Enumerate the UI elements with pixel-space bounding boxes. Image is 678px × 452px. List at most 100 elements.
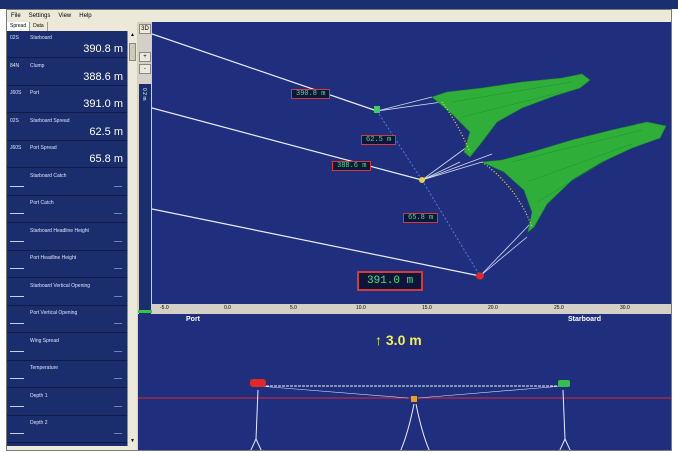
axis-tick-label: 10.0 bbox=[356, 305, 366, 311]
axis-tick-label: 20.0 bbox=[488, 305, 498, 311]
scroll-thumb[interactable] bbox=[129, 43, 136, 61]
panel-scrollbar[interactable]: ▲ ▼ bbox=[127, 31, 137, 446]
sensor-label: Temperature bbox=[30, 365, 59, 371]
sensor-code-empty bbox=[10, 295, 24, 297]
port-net bbox=[480, 121, 667, 233]
sensor-row[interactable]: J60S Port Spread 65.8 m bbox=[7, 141, 127, 168]
sensor-row[interactable]: Depth 1 ---- bbox=[7, 389, 127, 416]
app-window: File Settings View Help Spread Data 02S Starb… bbox=[6, 9, 672, 451]
trawl-3d-drawing bbox=[152, 33, 667, 280]
sensor-value: ---- bbox=[114, 266, 122, 272]
trawl-3d-view[interactable]: 390.8 m 62.5 m 388.6 m 65.8 m 391.0 m bbox=[152, 22, 671, 304]
clump-distance-readout: 388.6 m bbox=[332, 161, 372, 171]
front-view-drawing bbox=[138, 379, 671, 450]
sensor-label: Depth 2 bbox=[30, 420, 48, 426]
sensor-value: 62.5 m bbox=[89, 125, 123, 138]
depth-scale-label: 0 2 m bbox=[141, 88, 147, 101]
sensor-value: 65.8 m bbox=[89, 153, 123, 165]
sensor-value: ---- bbox=[114, 211, 122, 217]
scroll-up-icon[interactable]: ▲ bbox=[130, 32, 135, 38]
port-spread-line bbox=[421, 179, 481, 277]
sensor-label: Port bbox=[30, 90, 40, 96]
clump-weight-icon bbox=[419, 177, 425, 183]
distance-axis: -5.0 0.0 5.0 10.0 15.0 20.0 25.0 30.0 bbox=[152, 304, 671, 314]
clump-front-icon bbox=[411, 396, 417, 402]
starboard-warp-line bbox=[152, 33, 378, 112]
sensor-code: 02S bbox=[10, 117, 19, 124]
axis-tick-label: 30.0 bbox=[620, 305, 630, 311]
panel-horizontal-scrollbar[interactable] bbox=[7, 446, 137, 450]
sensor-code-empty bbox=[10, 185, 24, 187]
menu-view[interactable]: View bbox=[58, 13, 72, 19]
sensor-row[interactable]: 02S Starboard 390.8 m bbox=[7, 31, 127, 58]
port-spread-readout: 65.8 m bbox=[403, 213, 439, 223]
sensor-row[interactable]: Port Catch ---- bbox=[7, 196, 127, 223]
zoom-out-button[interactable]: - bbox=[139, 64, 151, 74]
port-side-label: Port bbox=[186, 316, 200, 323]
sensor-value: 388.6 m bbox=[83, 70, 123, 83]
starboard-spread-readout: 62.5 m bbox=[361, 135, 397, 145]
sensor-label: Starboard Headline Height bbox=[30, 227, 89, 234]
sensor-value: ---- bbox=[114, 403, 122, 410]
sensor-code-empty bbox=[10, 323, 24, 324]
port-bridle-line bbox=[257, 385, 409, 399]
sensor-label: Clump bbox=[30, 62, 45, 69]
sensor-value: 391.0 m bbox=[83, 98, 123, 110]
menu-file[interactable]: File bbox=[11, 13, 21, 19]
sensor-row[interactable]: 84N Clump 388.6 m bbox=[7, 59, 127, 86]
port-door-icon bbox=[476, 272, 484, 280]
sensor-code: 84N bbox=[10, 62, 20, 69]
sensor-label: Port Catch bbox=[30, 200, 54, 206]
port-warp-line bbox=[152, 208, 481, 277]
sensor-value: ---- bbox=[114, 376, 122, 382]
starboard-distance-readout: 390.8 m bbox=[291, 89, 331, 99]
clump-warp-line bbox=[152, 107, 423, 181]
sensor-label: Wing Spread bbox=[30, 337, 59, 344]
tab-spread[interactable]: Spread bbox=[7, 22, 31, 31]
sensor-label: Port Vertical Opening bbox=[30, 310, 78, 316]
menu-help[interactable]: Help bbox=[79, 13, 92, 19]
sensor-label: Port Spread bbox=[30, 145, 57, 151]
sensor-code: 02S bbox=[10, 35, 19, 41]
sensor-code-empty bbox=[10, 350, 24, 352]
sensor-value: ---- bbox=[114, 348, 122, 355]
sensor-row[interactable]: 02S Starboard Spread 62.5 m bbox=[7, 114, 127, 141]
axis-tick-label: -5.0 bbox=[160, 305, 169, 311]
sensor-value: ---- bbox=[114, 431, 122, 437]
sensor-code-empty bbox=[10, 268, 24, 269]
menu-settings[interactable]: Settings bbox=[28, 13, 51, 19]
sensor-row[interactable]: Temperature ---- bbox=[7, 361, 127, 388]
sensor-value: ---- bbox=[114, 238, 122, 245]
sensor-label: Depth 1 bbox=[30, 392, 48, 399]
scroll-down-icon[interactable]: ▼ bbox=[130, 438, 135, 444]
axis-tick-label: 15.0 bbox=[422, 305, 432, 311]
trawl-front-view[interactable]: Port Starboard ↑ 3.0 m bbox=[138, 314, 671, 450]
sensor-value: ---- bbox=[114, 183, 122, 190]
starboard-door-icon bbox=[374, 106, 380, 113]
sensor-row[interactable]: Starboard Vertical Opening ---- bbox=[7, 279, 127, 306]
sensor-label: Starboard Catch bbox=[30, 172, 67, 179]
sensor-value: ---- bbox=[114, 293, 122, 300]
view-3d-button[interactable]: 3D bbox=[139, 24, 151, 34]
port-distance-readout: 391.0 m bbox=[357, 271, 424, 291]
sensor-code: J60S bbox=[10, 90, 22, 96]
scale-marker bbox=[138, 310, 152, 313]
axis-tick-label: 5.0 bbox=[290, 305, 297, 311]
axis-tick-label: 25.0 bbox=[554, 305, 564, 311]
sensor-row[interactable]: Starboard Headline Height ---- bbox=[7, 224, 127, 251]
sensor-row[interactable]: Depth 2 ---- bbox=[7, 416, 127, 443]
sensor-row[interactable]: Starboard Catch ---- bbox=[7, 169, 127, 196]
tab-data[interactable]: Data bbox=[30, 22, 48, 31]
sensor-label: Port Headline Height bbox=[30, 255, 77, 261]
zoom-in-button[interactable]: + bbox=[139, 52, 151, 62]
starboard-side-label: Starboard bbox=[568, 316, 602, 323]
sensor-row[interactable]: Wing Spread ---- bbox=[7, 334, 127, 361]
sensor-row[interactable]: Port Vertical Opening ---- bbox=[7, 306, 127, 333]
sensor-row[interactable]: Port Headline Height ---- bbox=[7, 251, 127, 278]
sensor-row[interactable]: J60S Port 391.0 m bbox=[7, 86, 127, 113]
menu-bar: File Settings View Help bbox=[7, 10, 671, 22]
sensor-label: Starboard Spread bbox=[30, 117, 70, 124]
depth-scale: 0 2 m bbox=[139, 84, 151, 314]
starboard-door-front-icon bbox=[558, 380, 570, 387]
sensor-panel: Spread Data 02S Starboard 390.8 m 84N Clump 38… bbox=[7, 22, 137, 450]
